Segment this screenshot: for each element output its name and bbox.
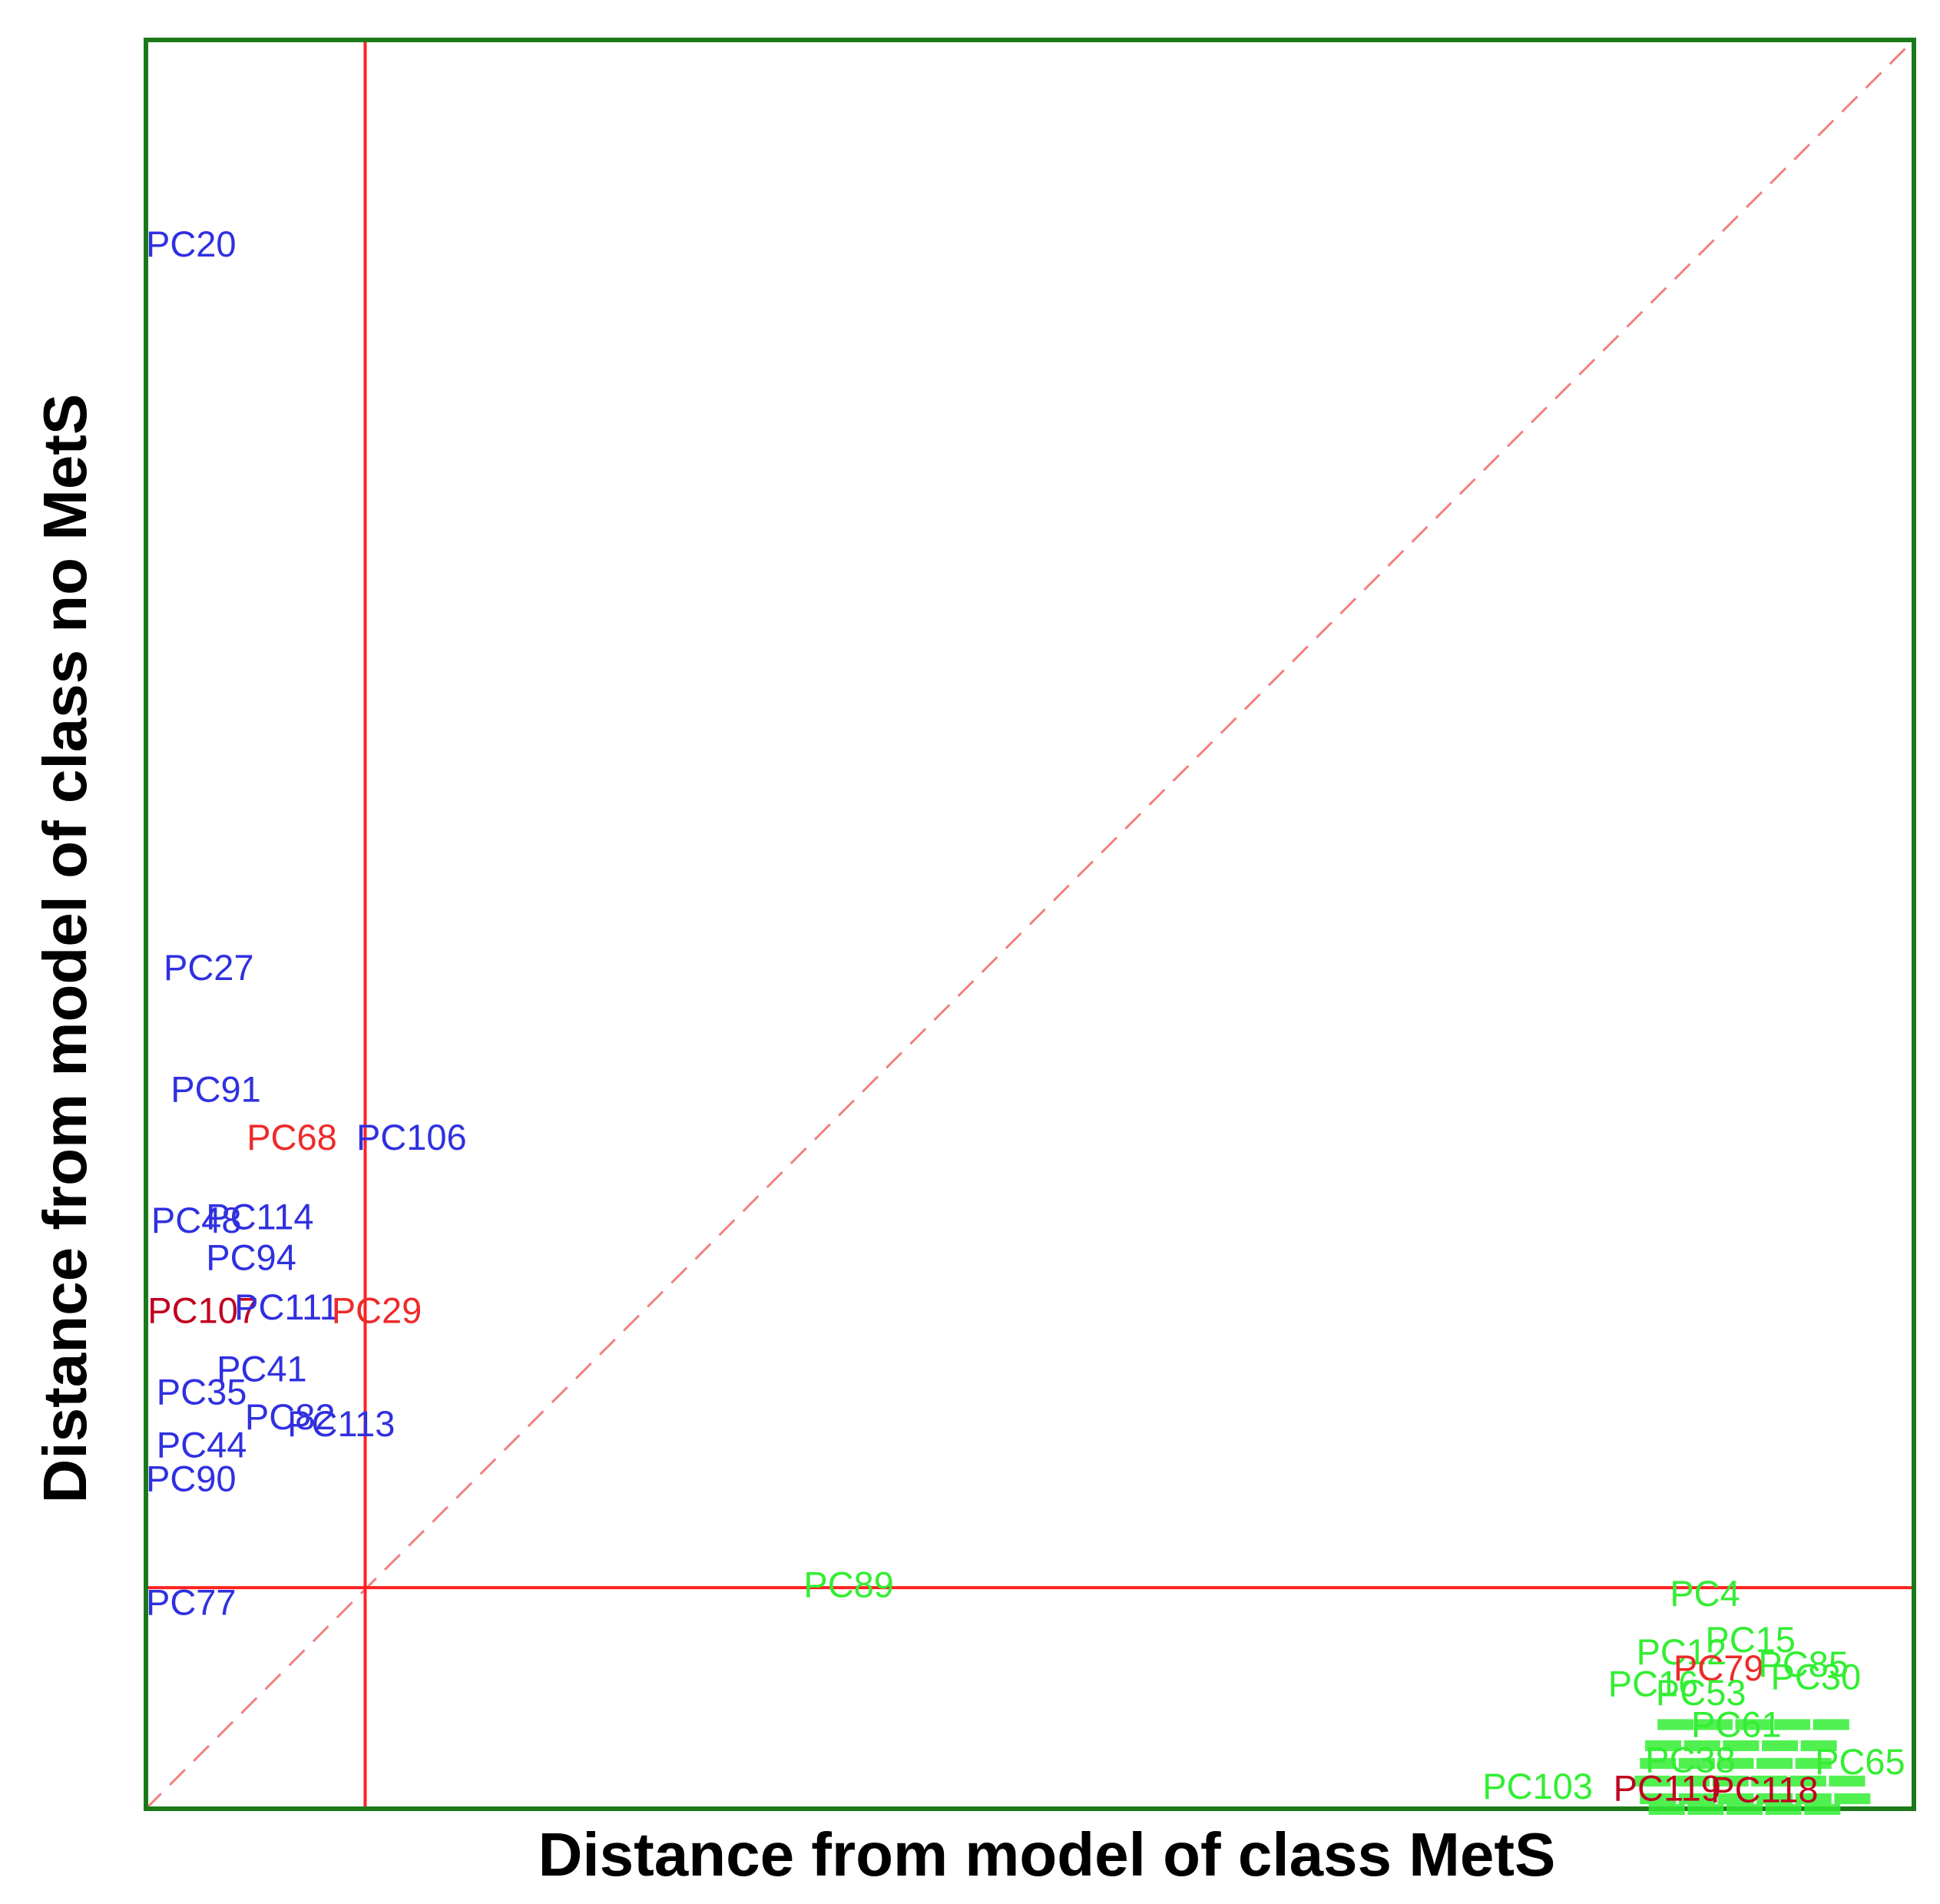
point-label: PC68 bbox=[247, 1117, 337, 1157]
cluster-mark: ▬ bbox=[1756, 1771, 1793, 1812]
point-label: PC16 bbox=[1608, 1664, 1699, 1704]
point-label: PC113 bbox=[287, 1403, 395, 1444]
dense-label-cluster: ▬ ▬ ▬ ▬ ▬▬ ▬ ▬ ▬ ▬▬ ▬ ▬ ▬ ▬▬ ▬ ▬ ▬ ▬ ▬▬ ▬ ▬ ▬ ▬ ▬▬ ▬ ▬ ▬ ▬ bbox=[1634, 1697, 1870, 1823]
cluster-mark: ▬ bbox=[1640, 1771, 1676, 1812]
point-label: PC48 bbox=[151, 1200, 242, 1240]
cluster-mark: ▬ bbox=[1673, 1753, 1710, 1794]
point-label: PC29 bbox=[332, 1290, 422, 1331]
point-labels: ▬ ▬ ▬ ▬ ▬▬ ▬ ▬ ▬ ▬▬ ▬ ▬ ▬ ▬▬ ▬ ▬ ▬ ▬ ▬▬ ▬ ▬ ▬ ▬ ▬▬ ▬ ▬ ▬ ▬PC20PC27… bbox=[146, 224, 1905, 1823]
y-axis-label: Distance from model of class no MetS bbox=[31, 394, 99, 1504]
point-label: PC90 bbox=[146, 1458, 237, 1498]
point-label: PC4 bbox=[1670, 1573, 1740, 1614]
cluster-mark: ▬ bbox=[1634, 1753, 1670, 1794]
point-label: PC89 bbox=[803, 1565, 894, 1605]
point-label: PC35 bbox=[157, 1372, 247, 1412]
cluster-mark: ▬ bbox=[1796, 1771, 1832, 1812]
cluster-mark: ▬ bbox=[1735, 1697, 1771, 1737]
point-label: PC119 bbox=[1614, 1767, 1721, 1808]
cluster-mark: ▬ bbox=[1766, 1782, 1802, 1823]
point-label: PC107 bbox=[147, 1290, 258, 1331]
point-label: PC94 bbox=[206, 1237, 296, 1277]
point-label: PC103 bbox=[1482, 1766, 1593, 1806]
cluster-mark: ▬ bbox=[1679, 1736, 1715, 1777]
cluster-mark: ▬ bbox=[1726, 1782, 1763, 1823]
point-label: PC20 bbox=[146, 224, 237, 264]
point-label: PC91 bbox=[170, 1069, 261, 1110]
point-label: PC12 bbox=[1637, 1631, 1727, 1672]
point-label: PC77 bbox=[146, 1582, 237, 1623]
cluster-mark: ▬ bbox=[1762, 1718, 1798, 1759]
cluster-mark: ▬ bbox=[1796, 1736, 1832, 1777]
cluster-mark: ▬ bbox=[1657, 1697, 1693, 1737]
cluster-mark: ▬ bbox=[1717, 1771, 1753, 1812]
cluster-mark: ▬ bbox=[1679, 1771, 1715, 1812]
point-label: PC38 bbox=[1645, 1740, 1736, 1780]
cluster-mark: ▬ bbox=[1834, 1771, 1870, 1812]
cluster-mark: ▬ bbox=[1774, 1697, 1810, 1737]
cluster-mark: ▬ bbox=[1756, 1736, 1793, 1777]
cluster-mark: ▬ bbox=[1684, 1718, 1720, 1759]
point-label: PC61 bbox=[1691, 1704, 1782, 1744]
point-label: PC106 bbox=[356, 1117, 467, 1157]
cluster-mark: ▬ bbox=[1697, 1697, 1733, 1737]
point-label: PC118 bbox=[1710, 1770, 1818, 1810]
point-label: PC53 bbox=[1656, 1672, 1746, 1713]
cluster-mark: ▬ bbox=[1717, 1736, 1753, 1777]
point-label: PC65 bbox=[1815, 1741, 1905, 1782]
point-label: PC114 bbox=[206, 1197, 313, 1237]
cluster-mark: ▬ bbox=[1713, 1753, 1749, 1794]
point-label: PC30 bbox=[1771, 1656, 1862, 1697]
cluster-mark: ▬ bbox=[1804, 1782, 1840, 1823]
plot-frame bbox=[144, 38, 1916, 1811]
point-label: PC82 bbox=[245, 1396, 336, 1437]
cluster-mark: ▬ bbox=[1801, 1718, 1837, 1759]
point-label: PC27 bbox=[164, 947, 254, 988]
point-label: PC44 bbox=[157, 1425, 247, 1465]
cluster-mark: ▬ bbox=[1640, 1736, 1676, 1777]
point-label: PC79 bbox=[1673, 1647, 1764, 1688]
cluster-mark: ▬ bbox=[1813, 1697, 1849, 1737]
point-label: PC85 bbox=[1758, 1644, 1849, 1684]
cluster-mark: ▬ bbox=[1723, 1718, 1759, 1759]
point-label: PC15 bbox=[1705, 1619, 1796, 1660]
cluster-mark: ▬ bbox=[1751, 1753, 1787, 1794]
cluster-mark: ▬ bbox=[1829, 1753, 1866, 1794]
cluster-mark: ▬ bbox=[1790, 1753, 1826, 1794]
diagonal-reference-line bbox=[144, 38, 1915, 1810]
x-axis-label: Distance from model of class MetS bbox=[538, 1820, 1556, 1889]
cluster-mark: ▬ bbox=[1645, 1718, 1681, 1759]
point-label: PC111 bbox=[234, 1286, 339, 1327]
cluster-mark: ▬ bbox=[1687, 1782, 1723, 1823]
point-label: PC41 bbox=[217, 1349, 307, 1389]
cluster-mark: ▬ bbox=[1649, 1782, 1685, 1823]
